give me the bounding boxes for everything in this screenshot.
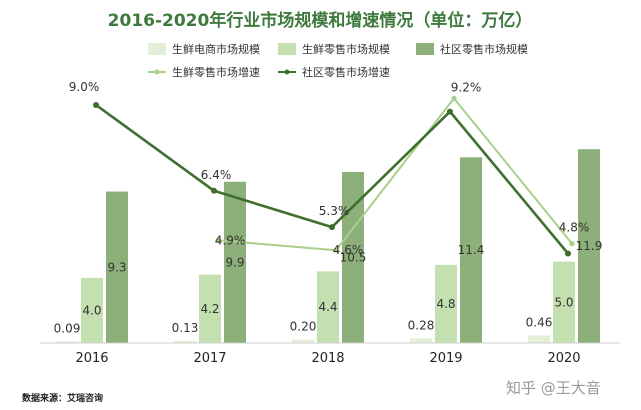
legend-label: 生鲜零售市场增速 — [172, 65, 260, 79]
series-line — [95, 103, 569, 255]
source-note: 数据来源：艾瑞咨询 — [22, 394, 104, 404]
series-label: 5.3% — [319, 204, 350, 218]
bar — [435, 264, 457, 343]
series-point — [569, 241, 575, 247]
bar-label: 10.5 — [340, 251, 367, 265]
bar — [317, 271, 339, 343]
x-tick-label: 2016 — [75, 351, 108, 366]
legend-label: 社区零售市场增速 — [302, 65, 390, 79]
legend-label: 生鲜电商市场规模 — [172, 42, 260, 56]
bar — [410, 338, 432, 343]
series-point — [329, 224, 335, 231]
bar — [292, 339, 314, 343]
bar — [56, 341, 78, 343]
watermark: 知乎 @王大音 — [506, 379, 601, 397]
bar-label: 0.13 — [172, 321, 199, 335]
x-tick-label: 2019 — [429, 351, 462, 366]
chart-title: 2016-2020年行业市场规模和增速情况（单位：万亿） — [108, 10, 533, 31]
bar — [199, 274, 221, 343]
legend-swatch — [416, 43, 434, 55]
series-label: 4.6% — [333, 243, 364, 257]
bar-label: 9.3 — [107, 260, 126, 274]
series-point — [451, 95, 457, 101]
legend-label: 社区零售市场规模 — [440, 42, 528, 56]
series-point — [93, 102, 99, 108]
series-label: 9.0% — [69, 80, 100, 94]
series-label: 4.8% — [559, 221, 590, 235]
x-tick-label: 2020 — [547, 351, 580, 366]
legend-label: 生鲜零售市场规模 — [302, 42, 390, 56]
bar — [553, 261, 575, 343]
legend-swatch — [278, 43, 296, 55]
bar-label: 4.0 — [82, 303, 101, 317]
bars: 0.094.0 9.3 0.134.2 9.9 0.204.4 10.5 0.284.8 11… — [54, 149, 603, 343]
bar-label: 0.28 — [408, 318, 435, 332]
lines: 4.9% 4.6% 9.2% 4.8% 9.0% 6.4% 5.3% — [69, 80, 590, 257]
bar — [81, 277, 103, 343]
series-label: 9.2% — [451, 80, 482, 94]
bar-label: 9.9 — [225, 255, 244, 269]
series-label: 6.4% — [201, 168, 232, 182]
series-point — [211, 187, 217, 194]
bar — [460, 157, 482, 343]
legend-swatch — [148, 43, 166, 55]
bar-label: 11.9 — [576, 239, 603, 253]
series-label: 4.9% — [215, 233, 246, 247]
bar — [106, 191, 128, 343]
legend-marker — [284, 69, 290, 75]
bar — [342, 172, 364, 343]
x-tick-label: 2018 — [311, 351, 344, 366]
bar — [224, 181, 246, 343]
series-point — [215, 237, 221, 243]
bar-label: 4.4 — [318, 300, 337, 314]
bar-label: 5.0 — [554, 295, 573, 309]
series-line — [217, 97, 573, 252]
bar-label: 0.20 — [290, 320, 317, 334]
bar-label: 4.2 — [200, 302, 219, 316]
bar-label: 0.46 — [526, 316, 553, 330]
bar-label: 0.09 — [54, 322, 81, 336]
bar — [174, 340, 196, 343]
bar-label: 11.4 — [458, 243, 485, 257]
bar — [528, 335, 550, 343]
series-point — [447, 108, 453, 115]
series-point — [565, 250, 571, 257]
bar — [578, 149, 600, 343]
x-tick-label: 2017 — [193, 351, 226, 366]
legend-marker — [154, 69, 160, 75]
series-point — [333, 247, 339, 253]
x-ticks: 2016 2017 2018 2019 2020 — [75, 351, 580, 366]
bar-label: 4.8 — [436, 297, 455, 311]
